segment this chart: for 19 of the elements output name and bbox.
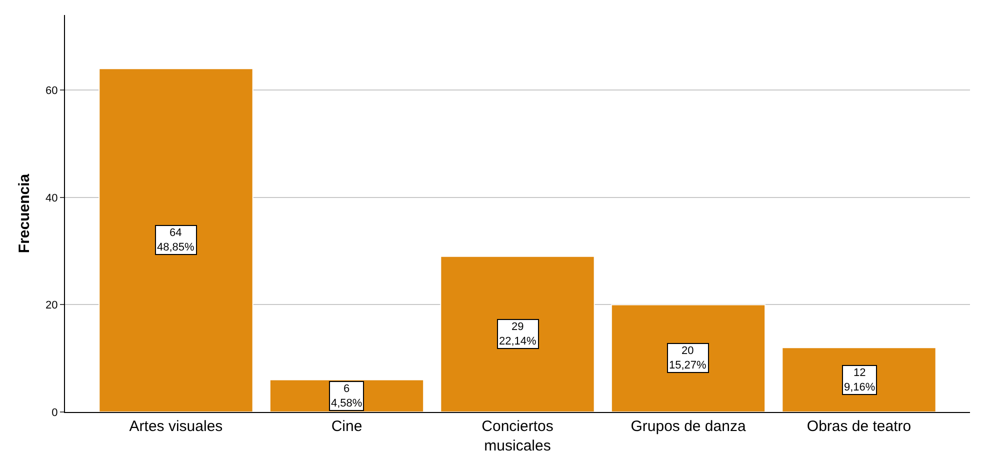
y-axis-title: Frecuencia bbox=[16, 173, 33, 254]
bar bbox=[782, 347, 936, 412]
data-label: 12 9,16% bbox=[844, 367, 876, 394]
x-tick-label: Obras de teatro bbox=[806, 418, 912, 435]
y-tick-label: 20 bbox=[46, 300, 58, 312]
data-label: 6 4,58% bbox=[331, 383, 362, 410]
data-label: 29 22,14% bbox=[499, 321, 537, 348]
bar bbox=[610, 304, 766, 412]
x-tick-label: Conciertos musicales bbox=[482, 418, 554, 452]
y-tick-label: 0 bbox=[52, 406, 58, 419]
y-tick-label: 60 bbox=[46, 84, 58, 97]
y-tick-label: 40 bbox=[46, 192, 58, 204]
x-tick-label: Cine bbox=[331, 418, 362, 435]
data-label: 20 15,27% bbox=[669, 345, 707, 372]
data-label: 64 48,85% bbox=[157, 227, 195, 254]
x-tick-label: Grupos de danza bbox=[630, 418, 746, 435]
x-tick-label: Artes visuales bbox=[129, 418, 223, 435]
bar bbox=[98, 68, 254, 412]
bar bbox=[440, 256, 595, 412]
